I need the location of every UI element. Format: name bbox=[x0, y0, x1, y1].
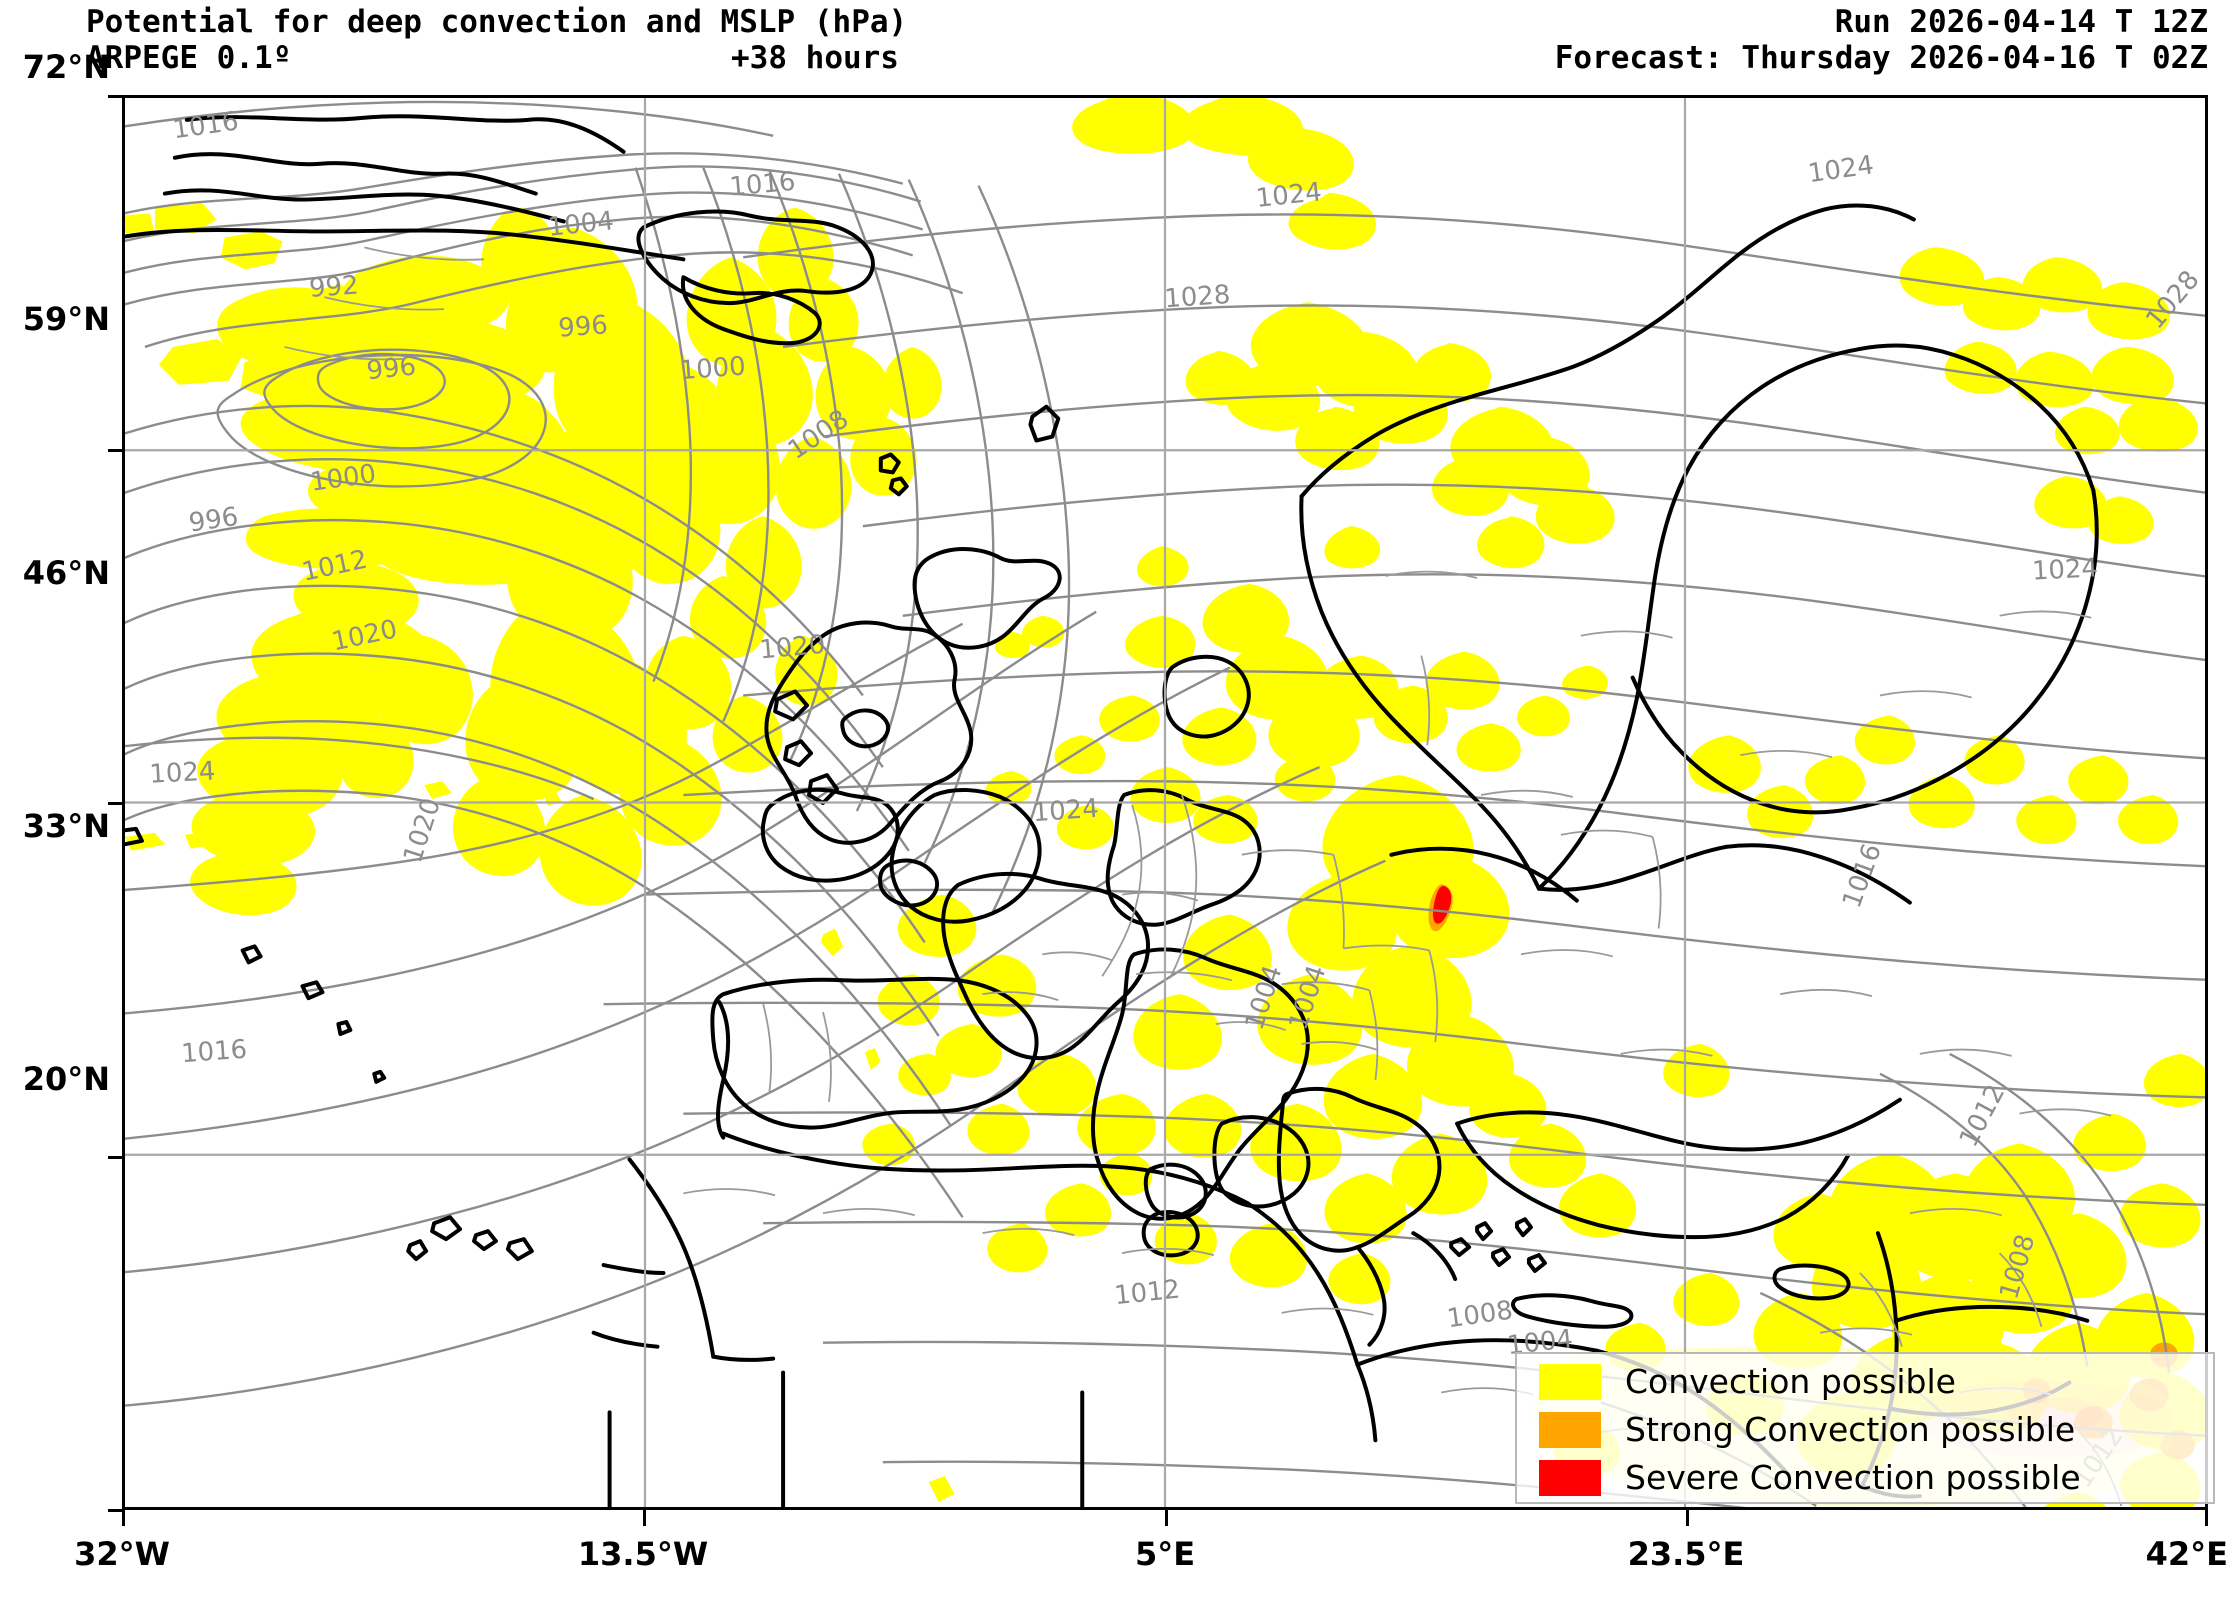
model-label: ARPEGE 0.1º bbox=[86, 40, 292, 76]
lead-time-label: +38 hours bbox=[731, 40, 899, 76]
legend-swatch-yellow bbox=[1539, 1364, 1601, 1400]
y-tick-label-59n: 59°N bbox=[22, 300, 110, 338]
isobar-label-992: 992 bbox=[308, 271, 359, 304]
y-tick-label-46n: 46°N bbox=[22, 554, 110, 592]
isobar-label-1028: 1028 bbox=[1163, 280, 1231, 314]
isobar-label-1016d: 1016 bbox=[1837, 840, 1888, 912]
convection-shading-red bbox=[1433, 885, 1452, 924]
isobar-label-1012b: 1012 bbox=[1113, 1275, 1182, 1312]
graticule bbox=[125, 98, 2205, 1507]
isobar-label-1024: 1024 bbox=[149, 756, 216, 789]
isobar-label-1016b: 1016 bbox=[728, 167, 796, 203]
y-tick-mark bbox=[108, 449, 124, 452]
legend-label-strong-convection: Strong Convection possible bbox=[1625, 1410, 2076, 1449]
y-tick-mark bbox=[108, 1509, 124, 1512]
x-tick-label-42e: 42°E bbox=[2145, 1535, 2228, 1573]
y-tick-label-72n: 72°N bbox=[22, 48, 110, 86]
x-tick-mark bbox=[1686, 1510, 1689, 1526]
isobar-label-1020c: 1020 bbox=[758, 630, 826, 666]
x-tick-label-32w: 32°W bbox=[74, 1535, 170, 1573]
legend-item-severe-convection: Severe Convection possible bbox=[1539, 1458, 2081, 1498]
legend-label-convection: Convection possible bbox=[1625, 1362, 1956, 1401]
legend-swatch-red bbox=[1539, 1460, 1601, 1496]
x-tick-label-5e: 5°E bbox=[1134, 1535, 1196, 1573]
isobar-label-1004: 1004 bbox=[546, 206, 615, 243]
country-borders bbox=[284, 246, 2123, 1507]
isobar-label-996c: 996 bbox=[557, 310, 608, 343]
isobar-label-1016c: 1016 bbox=[180, 1035, 248, 1069]
isobar-label-1012c: 1012 bbox=[1954, 1080, 2011, 1152]
isobar-label-996: 996 bbox=[365, 351, 417, 386]
forecast-map[interactable]: 1016 992 996 996 1004 1016 996 1000 1008… bbox=[122, 95, 2208, 1510]
isobar-label-1024e: 1024 bbox=[2031, 553, 2098, 586]
page-title: Potential for deep convection and MSLP (… bbox=[86, 4, 908, 40]
legend-item-convection: Convection possible bbox=[1539, 1362, 1956, 1402]
legend-box: Convection possible Strong Convection po… bbox=[1515, 1352, 2215, 1504]
x-tick-label-235e: 23.5°E bbox=[1627, 1535, 1745, 1573]
isobar-label-1024d: 1024 bbox=[1806, 150, 1875, 189]
y-tick-mark bbox=[108, 1156, 124, 1159]
isobar-label-1000: 1000 bbox=[679, 352, 747, 386]
map-canvas: 1016 992 996 996 1004 1016 996 1000 1008… bbox=[125, 98, 2205, 1507]
isobar-label-996b: 996 bbox=[187, 502, 240, 539]
x-tick-mark bbox=[1165, 1510, 1168, 1526]
x-tick-mark bbox=[2205, 1510, 2208, 1526]
isobar-label-1024c: 1024 bbox=[1254, 177, 1323, 214]
y-tick-mark bbox=[108, 802, 124, 805]
isobar-label-1024b: 1024 bbox=[1032, 794, 1100, 828]
x-tick-mark bbox=[122, 1510, 125, 1526]
y-tick-label-33n: 33°N bbox=[22, 807, 110, 845]
isobar-label-1016: 1016 bbox=[171, 107, 240, 146]
y-tick-mark bbox=[108, 95, 124, 98]
legend-item-strong-convection: Strong Convection possible bbox=[1539, 1410, 2075, 1450]
isobar-label-1008b: 1008 bbox=[1445, 1295, 1514, 1334]
forecast-time-label: Forecast: Thursday 2026-04-16 T 02Z bbox=[1554, 40, 2208, 76]
y-tick-label-20n: 20°N bbox=[22, 1060, 110, 1098]
x-tick-mark bbox=[643, 1510, 646, 1526]
legend-label-severe-convection: Severe Convection possible bbox=[1625, 1458, 2081, 1497]
legend-swatch-orange bbox=[1539, 1412, 1601, 1448]
run-time-label: Run 2026-04-14 T 12Z bbox=[1834, 4, 2208, 40]
x-tick-label-135w: 13.5°W bbox=[577, 1535, 709, 1573]
